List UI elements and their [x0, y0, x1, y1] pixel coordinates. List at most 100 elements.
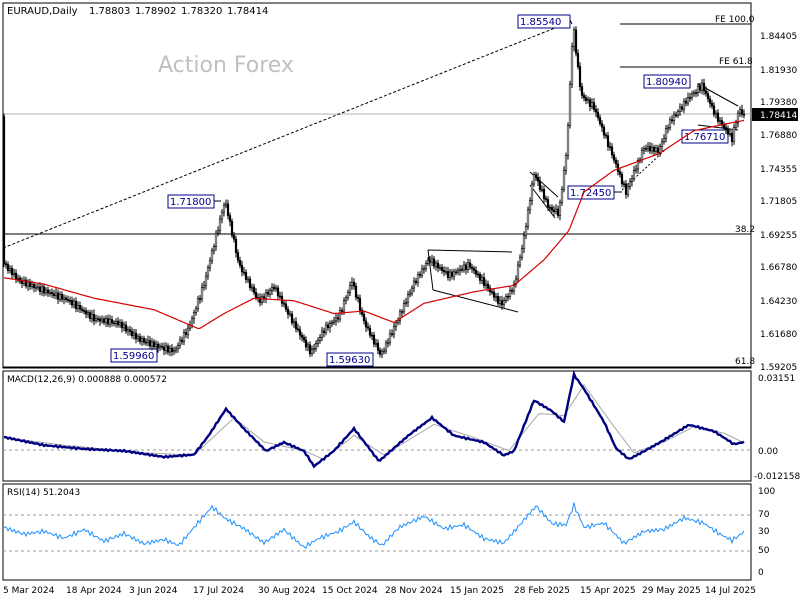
ohlc-open: 1.78803	[89, 6, 130, 17]
candle-body	[128, 329, 132, 332]
candle-body	[602, 126, 606, 136]
candle-body	[578, 66, 582, 87]
candle-body	[232, 235, 236, 240]
candle-body	[180, 339, 184, 342]
candle-body	[390, 333, 394, 336]
candle-body	[378, 349, 382, 355]
fib-label-61-8: 61.8	[735, 357, 755, 367]
candle-body	[230, 221, 234, 236]
candle-body	[586, 99, 590, 101]
candle-body	[684, 100, 688, 104]
candle-body	[392, 326, 396, 335]
candle-body	[428, 260, 432, 263]
macd-label: MACD(12,26,9) 0.000888 0.000572	[7, 375, 167, 385]
flag-lower-line	[697, 124, 739, 131]
candle-body	[458, 268, 462, 272]
candle-body	[140, 338, 144, 342]
candle-body	[570, 46, 574, 85]
candle-body	[344, 297, 348, 302]
candle-body	[90, 314, 94, 319]
candle-body	[82, 310, 86, 312]
ohlc-low: 1.78320	[181, 6, 222, 17]
x-tick: 3 Jun 2024	[129, 586, 178, 596]
candle-body	[682, 100, 686, 110]
candle-body	[398, 311, 402, 321]
candle-body	[328, 323, 332, 329]
candle-body	[52, 293, 56, 297]
candle-body	[166, 345, 170, 353]
candle-body	[402, 303, 406, 313]
candle-body	[740, 109, 744, 115]
candle-body	[594, 109, 598, 113]
candle-body	[424, 262, 428, 269]
x-tick: 29 May 2025	[642, 586, 701, 596]
candle-body	[604, 134, 608, 137]
candle-body	[410, 287, 414, 294]
candle-body	[152, 341, 156, 347]
long-trendline	[2, 23, 566, 249]
candle-body	[534, 174, 538, 178]
candle-body	[386, 341, 390, 344]
price-annotations: 1.85540 1.71800 1.59960 1.59630 1.80940 …	[110, 14, 729, 367]
price-tick: 1.64230	[760, 297, 797, 307]
price-candles	[2, 26, 746, 359]
candle-body	[584, 97, 588, 101]
candle-body	[316, 340, 320, 344]
candle-body	[246, 278, 250, 281]
candle-body	[554, 208, 558, 213]
candle-body	[68, 299, 72, 302]
candle-body	[568, 83, 572, 126]
candle-body	[276, 287, 280, 297]
candle-body	[526, 209, 530, 227]
candle-body	[470, 266, 474, 269]
candle-body	[408, 292, 412, 295]
candle-body	[284, 303, 288, 310]
candle-body	[536, 177, 540, 182]
candle-body	[582, 95, 586, 99]
label-1-85540: 1.85540	[520, 17, 561, 28]
candle-body	[516, 264, 520, 280]
candle-body	[98, 318, 102, 322]
candle-body	[168, 347, 172, 353]
candle-body	[508, 289, 512, 297]
candle-body	[444, 271, 448, 273]
candle-body	[734, 122, 738, 128]
candle-body	[548, 207, 552, 209]
candle-body	[66, 299, 70, 301]
price-tick: 1.84405	[760, 32, 797, 42]
candle-body	[642, 148, 646, 151]
candle-body	[6, 264, 10, 271]
candle-body	[666, 127, 670, 130]
candle-body	[72, 300, 76, 306]
candle-body	[122, 324, 126, 329]
candle-body	[274, 287, 278, 290]
candle-body	[468, 262, 472, 268]
candle-body	[356, 296, 360, 299]
wedge-lower-line	[529, 184, 556, 219]
candle-body	[382, 350, 386, 353]
macd-tick: -0.012158	[754, 472, 800, 482]
candle-body	[540, 189, 544, 191]
candle-body	[706, 93, 710, 100]
candle-body	[96, 318, 100, 321]
candle-body	[572, 29, 576, 47]
candle-body	[696, 85, 700, 93]
candle-body	[16, 277, 20, 280]
candle-body	[108, 319, 112, 325]
candle-body	[292, 321, 296, 324]
candle-body	[712, 105, 716, 115]
candle-body	[330, 322, 334, 324]
candle-body	[80, 308, 84, 311]
price-tick: 1.69255	[760, 231, 797, 241]
candle-body	[462, 264, 466, 271]
candle-body	[530, 183, 534, 202]
candle-body	[400, 311, 404, 314]
candle-body	[412, 280, 416, 289]
candle-body	[420, 268, 424, 276]
x-tick: 15 Oct 2024	[322, 586, 378, 596]
candle-body	[634, 168, 638, 172]
candle-body	[340, 310, 344, 312]
fib-label-38-2: 38.2	[735, 225, 755, 235]
candle-body	[414, 280, 418, 284]
candle-body	[694, 92, 698, 94]
